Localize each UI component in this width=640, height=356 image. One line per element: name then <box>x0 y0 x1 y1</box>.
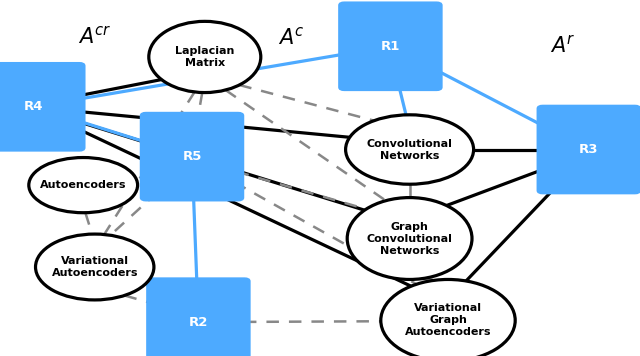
Text: R3: R3 <box>579 143 598 156</box>
Text: Convolutional
Networks: Convolutional Networks <box>367 138 452 161</box>
Ellipse shape <box>381 279 515 356</box>
Text: R1: R1 <box>381 40 400 53</box>
FancyBboxPatch shape <box>0 63 84 151</box>
Text: $A^{cr}$: $A^{cr}$ <box>78 26 111 48</box>
FancyBboxPatch shape <box>147 278 250 356</box>
Text: Variational
Graph
Autoencoders: Variational Graph Autoencoders <box>404 303 492 337</box>
Text: R2: R2 <box>189 316 208 329</box>
Text: R4: R4 <box>24 100 43 113</box>
Text: Variational
Autoencoders: Variational Autoencoders <box>51 256 138 278</box>
Text: $A^{r}$: $A^{r}$ <box>550 35 576 57</box>
Ellipse shape <box>346 115 474 184</box>
Ellipse shape <box>149 21 261 93</box>
Text: R5: R5 <box>182 150 202 163</box>
Text: Laplacian
Matrix: Laplacian Matrix <box>175 46 234 68</box>
Text: $A^{c}$: $A^{c}$ <box>278 26 305 48</box>
Ellipse shape <box>29 157 138 213</box>
FancyBboxPatch shape <box>141 113 243 200</box>
Ellipse shape <box>35 234 154 300</box>
FancyBboxPatch shape <box>339 2 442 90</box>
Text: Autoencoders: Autoencoders <box>40 180 127 190</box>
Ellipse shape <box>348 198 472 279</box>
Text: Graph
Convolutional
Networks: Graph Convolutional Networks <box>367 221 452 256</box>
FancyBboxPatch shape <box>538 106 640 193</box>
